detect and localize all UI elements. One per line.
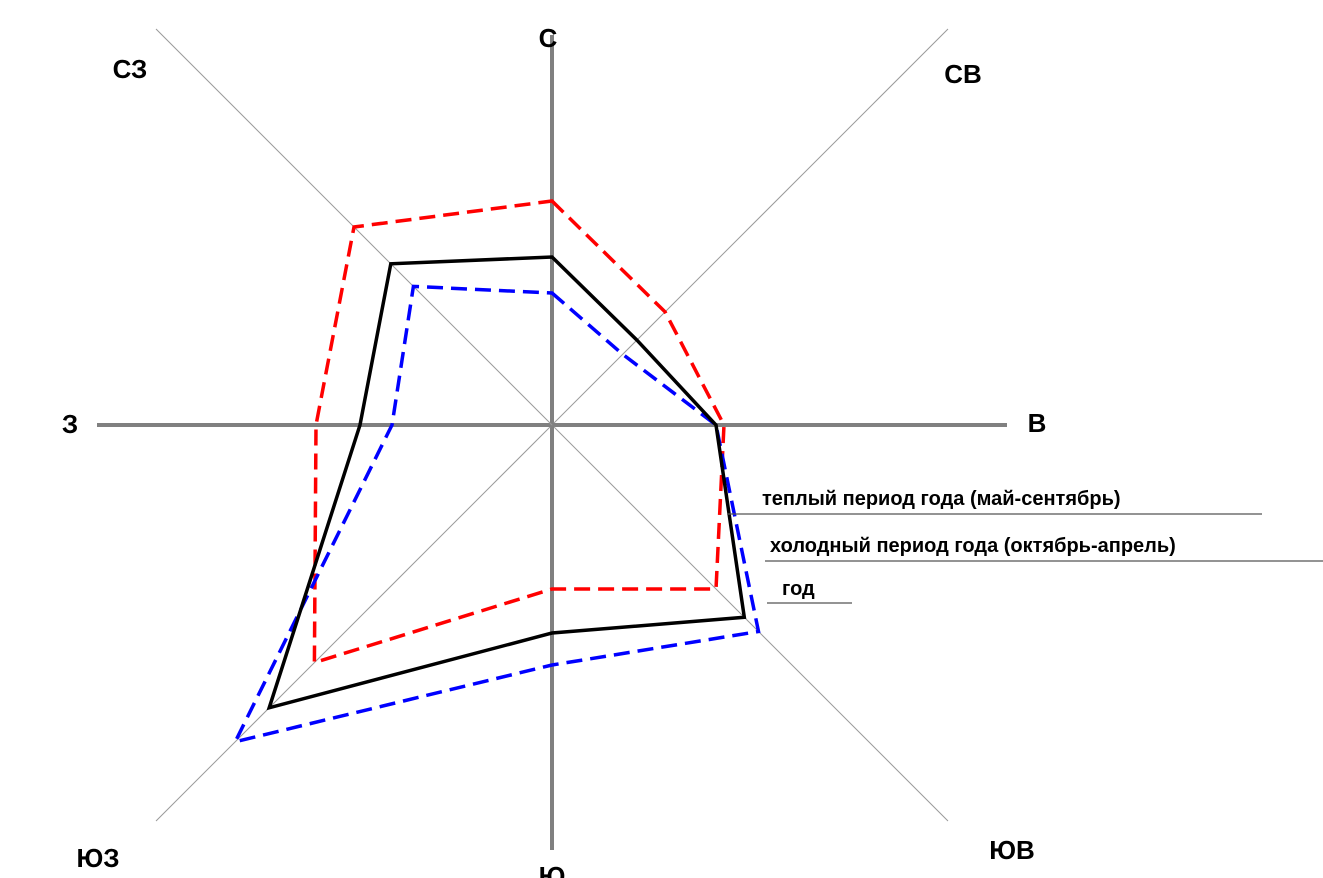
axes [97,28,1007,850]
legend-entry-1: теплый период года (май-сентябрь) [762,488,1121,510]
axis-6 [155,424,553,822]
legend: теплый период года (май-сентябрь) холодны… [727,488,1323,604]
direction-label-7: З [62,409,78,439]
direction-label-1: С [539,23,558,53]
direction-labels: С СВ В ЮВ Ю ЮЗ З СЗ [62,23,1047,878]
direction-label-5: Ю [539,861,566,878]
direction-label-8: СЗ [113,54,148,84]
axis-2 [551,28,949,426]
legend-entry-3: год [782,578,815,600]
series-layer [231,199,761,745]
axis-4 [551,424,949,822]
direction-label-3: В [1028,408,1047,438]
direction-label-6: ЮЗ [76,843,119,873]
direction-label-4: ЮВ [989,835,1035,865]
legend-entry-2: холодный период года (октябрь-апрель) [770,535,1176,557]
direction-label-2: СВ [944,59,982,89]
series-line-1 [312,199,726,665]
